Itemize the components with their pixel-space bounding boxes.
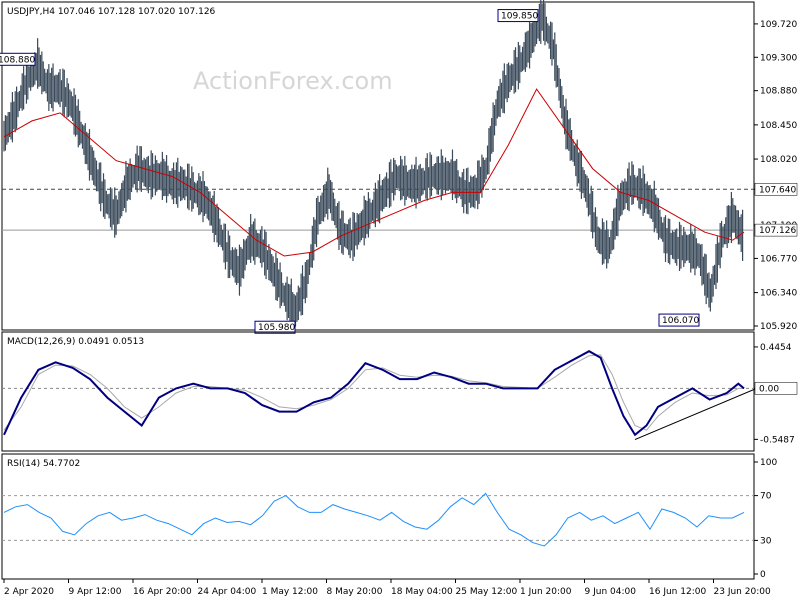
moving-average-line [3, 88, 745, 257]
x-tick-label: 23 Jun 20:00 [714, 587, 771, 597]
price-marker-label: 107.126 [759, 226, 796, 236]
macd-panel-frame [1, 331, 755, 452]
rsi-line [3, 492, 745, 547]
x-tick-label: 24 Apr 04:00 [198, 587, 257, 597]
rsi-tick-label: 0 [760, 570, 766, 580]
rsi-panel-frame [1, 453, 755, 580]
x-tick-label: 9 Apr 12:00 [69, 587, 122, 597]
price-annotation-label: 105.980 [258, 323, 295, 333]
price-annotation-label: 106.070 [662, 316, 699, 326]
price-annotation-label: 108.880 [0, 55, 35, 65]
rsi-title: RSI(14) 54.7702 [7, 459, 80, 469]
x-tick-label: 2 Apr 2020 [4, 587, 54, 597]
price-annotation-box [254, 320, 296, 334]
x-tick-label: 16 Apr 20:00 [133, 587, 192, 597]
macd-marker [754, 382, 798, 395]
price-tick-label: 105.920 [760, 322, 797, 332]
rsi-tick-label: 30 [760, 536, 772, 546]
macd-tick-label: 0.4454 [760, 343, 792, 353]
price-marker [754, 183, 798, 196]
price-panel-frame [1, 1, 755, 331]
price-tick-label: 109.720 [760, 20, 797, 30]
price-annotation-box [0, 52, 36, 66]
x-tick-label: 1 May 12:00 [262, 587, 318, 597]
price-annotation-box [497, 9, 539, 23]
macd-panel: MACD(12,26,9) 0.0491 0.0513 0.4454 0.00 -0… [1, 331, 798, 452]
price-panel: USDJPY,H4 107.046 107.128 107.020 107.12… [0, 0, 798, 334]
macd-tick-label: -0.5487 [760, 435, 795, 445]
rsi-tick-label: 100 [760, 458, 777, 468]
watermark: ActionForex.com [193, 67, 393, 95]
price-tick-label: 108.880 [760, 87, 797, 97]
price-tick-label: 109.300 [760, 53, 797, 63]
price-annotation-box [658, 313, 700, 327]
macd-title: MACD(12,26,9) 0.0491 0.0513 [7, 337, 144, 347]
x-tick-label: 25 May 12:00 [456, 587, 518, 597]
rsi-tick-label: 70 [760, 492, 772, 502]
rsi-panel: RSI(14) 54.7702 100 70 30 0 [1, 453, 777, 580]
price-tick-label: 106.770 [760, 254, 797, 264]
price-marker-label: 107.640 [759, 185, 796, 195]
x-tick-label: 1 Jun 20:00 [520, 587, 572, 597]
x-tick-label: 16 Jun 12:00 [649, 587, 706, 597]
price-marker [754, 223, 798, 237]
x-tick-label: 8 May 20:00 [327, 587, 383, 597]
macd-marker-label: 0.00 [759, 384, 779, 394]
price-annotation-label: 109.850 [501, 12, 538, 22]
price-tick-label: 108.450 [760, 121, 797, 131]
x-axis: 2 Apr 2020 9 Apr 12:00 16 Apr 20:00 24 Apr … [3, 579, 771, 597]
macd-line [3, 350, 745, 437]
price-tick-label: 106.340 [760, 289, 797, 299]
macd-trendline [634, 384, 766, 440]
x-tick-label: 18 May 04:00 [391, 587, 453, 597]
x-tick-label: 9 Jun 04:00 [585, 587, 637, 597]
price-title: USDJPY,H4 107.046 107.128 107.020 107.12… [7, 7, 216, 17]
macd-signal-line [3, 354, 744, 431]
price-tick-label: 108.020 [760, 155, 797, 165]
